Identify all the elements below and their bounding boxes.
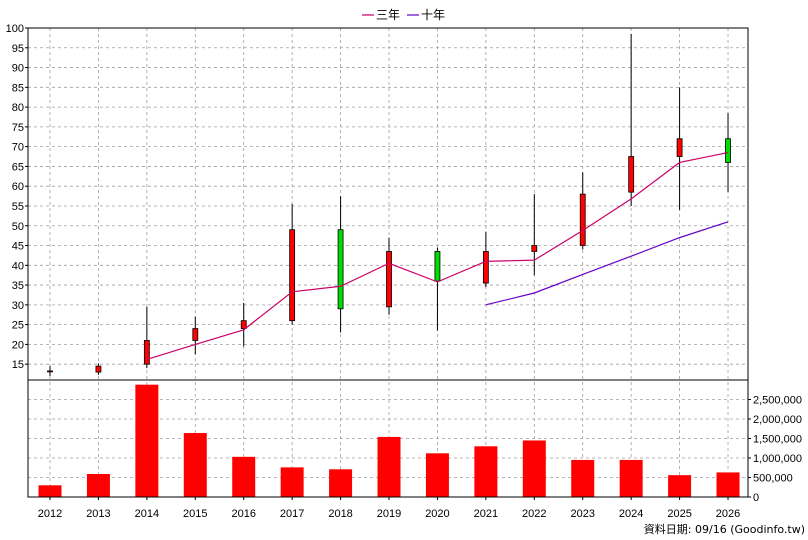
ma-3y-line — [146, 151, 729, 361]
year-tick-label: 2018 — [328, 508, 352, 520]
volume-bar — [425, 453, 449, 497]
price-tick-label: 35 — [12, 280, 24, 292]
volume-bar — [183, 433, 207, 497]
price-tick-label: 45 — [12, 241, 24, 253]
price-tick-label: 65 — [12, 161, 24, 173]
year-tick-label: 2022 — [522, 508, 546, 520]
volume-bar — [716, 472, 740, 497]
axes: 1520253035404550556065707580859095100050… — [6, 23, 802, 520]
year-tick-label: 2021 — [474, 508, 498, 520]
price-tick-label: 70 — [12, 142, 24, 154]
legend-label-3y: 三年 — [376, 8, 400, 22]
legend-label-10y: 十年 — [421, 8, 445, 22]
price-tick-label: 85 — [12, 82, 24, 94]
plot-frame — [27, 27, 749, 498]
year-tick-label: 2025 — [667, 508, 691, 520]
year-tick-label: 2012 — [38, 508, 62, 520]
volume-tick-label: 500,000 — [753, 473, 793, 485]
volume-bar — [38, 485, 62, 497]
price-tick-label: 50 — [12, 221, 24, 233]
year-tick-label: 2020 — [425, 508, 449, 520]
volume-bar — [377, 436, 401, 497]
year-tick-label: 2019 — [377, 508, 401, 520]
volume-bar — [474, 446, 498, 497]
candle-up — [289, 229, 296, 322]
candle-up — [386, 251, 392, 308]
volume-bar — [571, 459, 595, 497]
volume-bars — [38, 384, 740, 497]
price-tick-label: 100 — [6, 23, 24, 35]
price-tick-label: 55 — [12, 201, 24, 213]
year-tick-label: 2013 — [86, 508, 110, 520]
candle-up — [192, 328, 199, 341]
year-tick-label: 2014 — [135, 508, 159, 520]
moving-averages — [146, 151, 729, 361]
volume-bar — [280, 467, 304, 497]
candle-up — [95, 365, 102, 373]
year-tick-label: 2026 — [716, 508, 740, 520]
candle-up — [628, 156, 635, 193]
year-tick-label: 2023 — [570, 508, 594, 520]
volume-tick-label: 0 — [753, 492, 759, 504]
price-tick-label: 75 — [12, 122, 24, 134]
year-tick-label: 2016 — [231, 508, 255, 520]
volume-tick-label: 2,500,000 — [753, 395, 802, 407]
volume-bar — [86, 473, 110, 497]
price-tick-label: 60 — [12, 181, 24, 193]
price-tick-label: 30 — [12, 300, 24, 312]
volume-tick-label: 2,000,000 — [753, 414, 802, 426]
legend: 三年 十年 — [362, 8, 445, 22]
price-tick-label: 95 — [12, 43, 24, 55]
year-tick-label: 2017 — [280, 508, 304, 520]
price-tick-label: 40 — [12, 260, 24, 272]
volume-tick-label: 1,000,000 — [753, 453, 802, 465]
volume-bar — [135, 384, 159, 497]
volume-tick-label: 1,500,000 — [753, 434, 802, 446]
year-tick-label: 2024 — [619, 508, 643, 520]
price-tick-label: 20 — [12, 339, 24, 351]
price-tick-label: 15 — [12, 359, 24, 371]
price-tick-label: 80 — [12, 102, 24, 114]
candle-up — [47, 370, 53, 373]
candlesticks — [47, 33, 731, 377]
candle-up — [482, 251, 489, 284]
candle-up — [143, 340, 150, 365]
volume-bar — [668, 475, 692, 497]
candle-up — [531, 245, 538, 252]
candle-up — [579, 193, 586, 246]
candle-down — [337, 229, 344, 310]
year-tick-label: 2015 — [183, 508, 207, 520]
price-tick-label: 25 — [12, 320, 24, 332]
volume-bar — [619, 459, 643, 497]
volume-bar — [232, 456, 256, 497]
volume-bar — [522, 440, 546, 497]
candle-down — [725, 138, 731, 163]
footer-source: 資料日期: 09/16 (Goodinfo.tw) — [644, 522, 805, 536]
volume-bar — [329, 469, 353, 497]
candle-down — [434, 251, 441, 282]
candle-up — [676, 138, 683, 157]
price-tick-label: 90 — [12, 63, 24, 75]
ma-10y-line — [485, 221, 729, 306]
candle-up — [240, 320, 247, 329]
